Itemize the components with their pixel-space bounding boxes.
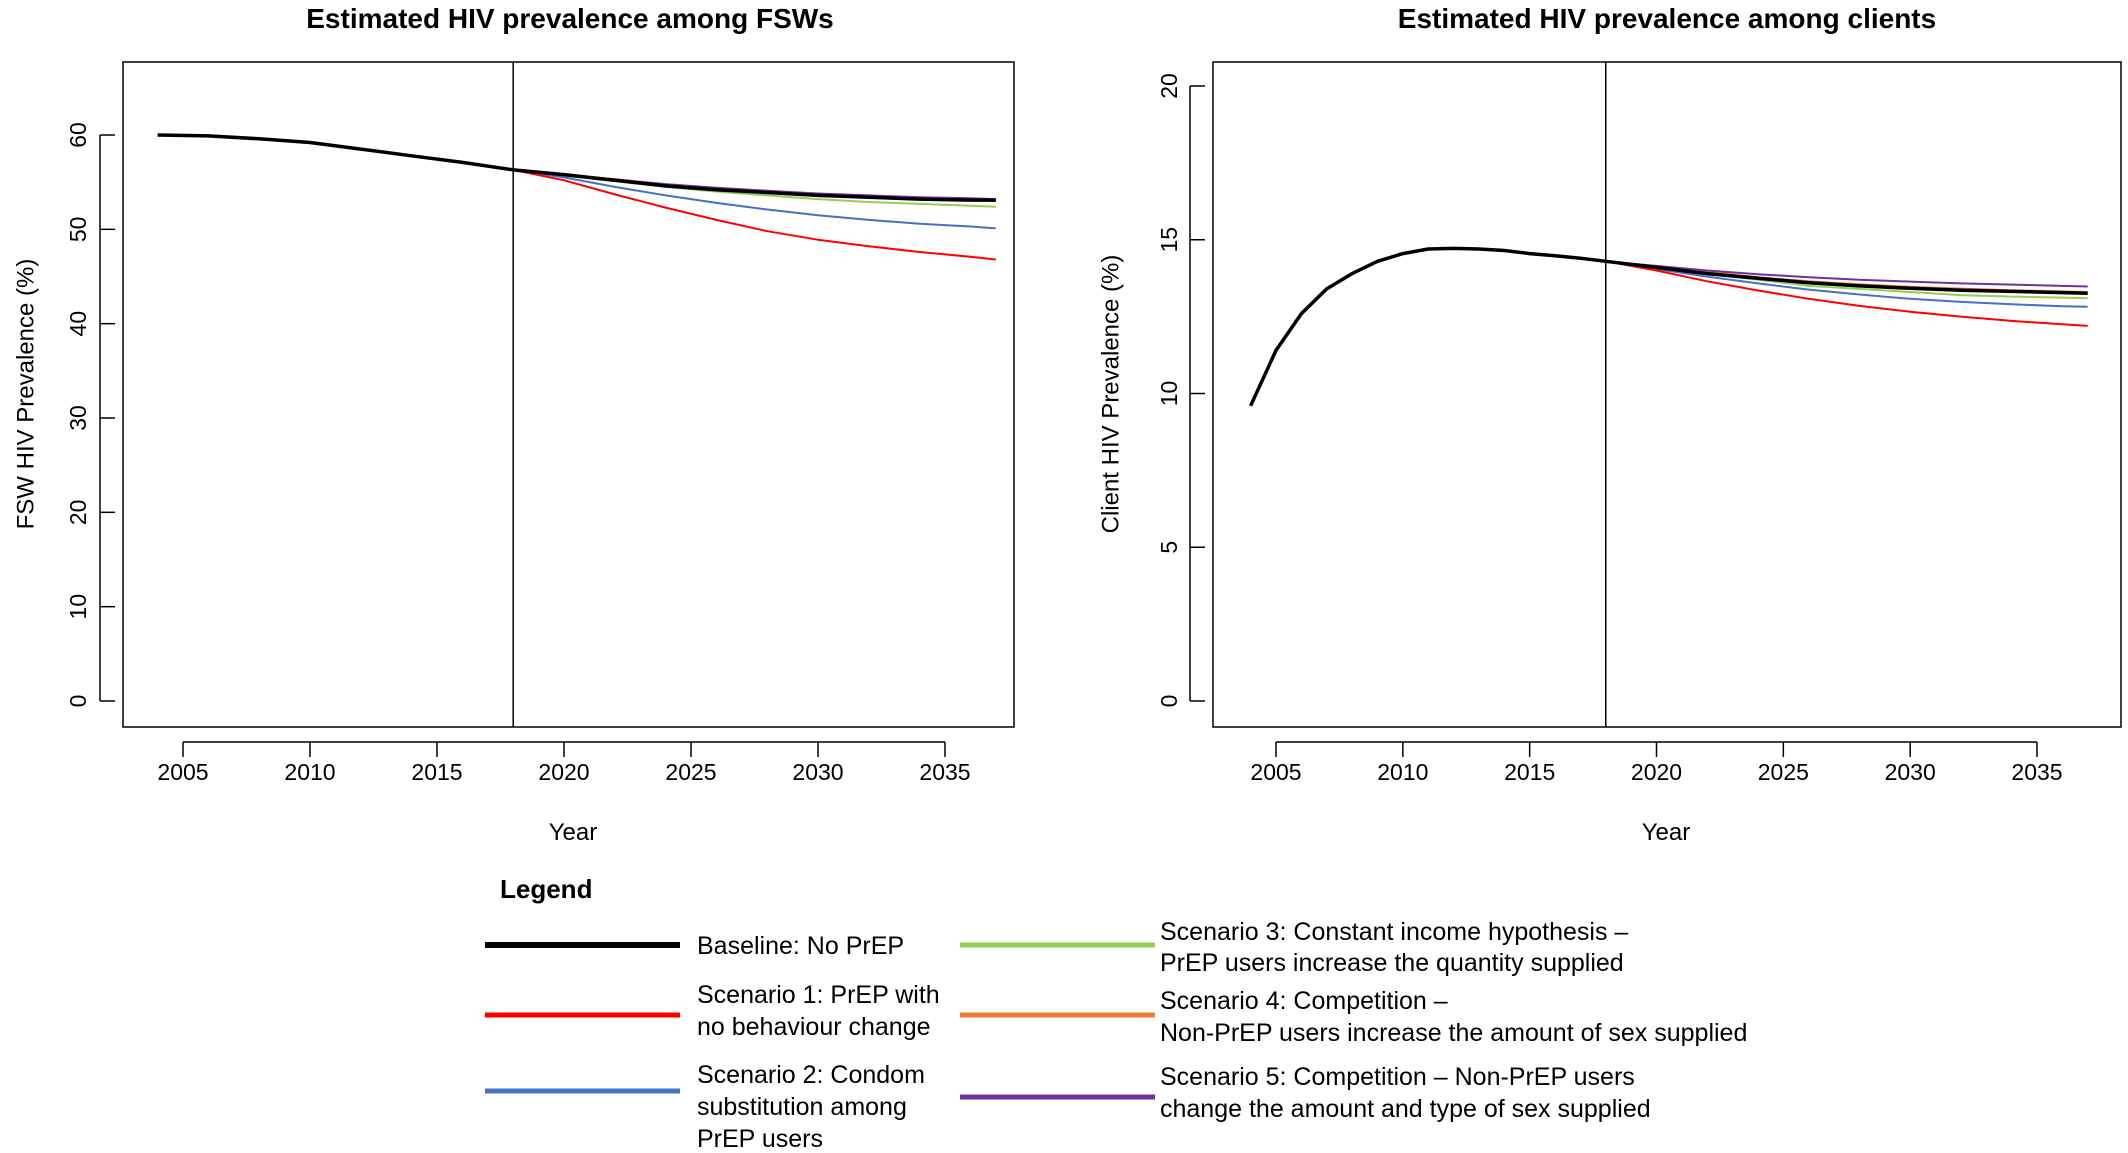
series-line-s2 [1605,260,2088,308]
series-line-s1 [512,168,996,261]
y-axis-label: FSW HIV Prevalence (%) [12,259,39,530]
y-tick-label: 10 [65,594,91,620]
x-axis-label: Year [549,819,598,846]
y-tick-label: 60 [65,122,91,148]
legend-label: PrEP users increase the quantity supplie… [1160,949,1624,977]
x-tick-label: 2010 [1377,759,1428,785]
y-tick-label: 0 [65,695,91,708]
chart-title: Estimated HIV prevalence among FSWs [306,3,834,34]
legend-entry-baseline: Baseline: No PrEP [485,932,904,960]
plot-frame [1212,61,2122,728]
chart-title: Estimated HIV prevalence among clients [1398,3,1936,34]
legend: Legend Baseline: No PrEP Scenario 1: PrEP … [485,874,1747,1153]
plot-frame [122,61,1015,728]
y-tick-label: 30 [65,405,91,431]
legend-label: PrEP users [697,1125,823,1153]
x-axis-label: Year [1642,819,1691,846]
legend-entry-s4: Scenario 4: Competition – Non-PrEP users … [960,987,1747,1047]
legend-label: Scenario 3: Constant income hypothesis – [1160,918,1628,946]
legend-entry-s5: Scenario 5: Competition – Non-PrEP users… [960,1063,1651,1123]
y-tick-label: 15 [1156,227,1182,253]
x-tick-label: 2015 [411,759,462,785]
legend-label: substitution among [697,1093,907,1121]
legend-label: Scenario 4: Competition – [1160,987,1448,1015]
chart-panel-1: Estimated HIV prevalence among FSWs 2005 2… [12,3,1015,846]
x-tick-label: 2020 [1631,759,1682,785]
y-tick-label: 0 [1156,695,1182,708]
x-tick-label: 2015 [1504,759,1555,785]
legend-entry-s2: Scenario 2: Condom substitution among PrEP… [485,1061,925,1153]
x-tick-label: 2025 [665,759,716,785]
y-tick-label: 20 [65,500,91,526]
series-line-baseline [1249,246,2088,407]
y-tick-label: 10 [1156,381,1182,407]
legend-label: no behaviour change [697,1013,931,1041]
y-tick-label: 5 [1156,541,1182,554]
legend-label: Scenario 5: Competition – Non-PrEP users [1160,1063,1635,1091]
y-tick-label: 40 [65,311,91,337]
x-tick-label: 2005 [1250,759,1301,785]
x-tick-label: 2025 [1758,759,1809,785]
x-tick-label: 2020 [538,759,589,785]
chart-panel-2: Estimated HIV prevalence among clients 20… [1097,3,2122,846]
legend-label: Baseline: No PrEP [697,932,904,960]
x-tick-label: 2035 [2011,759,2062,785]
legend-title: Legend [500,874,592,904]
series-line-baseline [157,133,996,202]
legend-label: Scenario 1: PrEP with [697,981,940,1009]
legend-label: Non-PrEP users increase the amount of se… [1160,1019,1747,1047]
x-tick-label: 2030 [1885,759,1936,785]
y-tick-label: 20 [1156,73,1182,99]
y-tick-label: 50 [65,217,91,243]
series-line-s5 [1605,260,2088,288]
legend-label: Scenario 2: Condom [697,1061,925,1089]
x-tick-label: 2030 [792,759,843,785]
y-axis-label: Client HIV Prevalence (%) [1097,255,1124,534]
legend-entry-s1: Scenario 1: PrEP with no behaviour change [485,981,940,1041]
x-tick-label: 2005 [157,759,208,785]
x-tick-label: 2010 [284,759,335,785]
x-tick-label: 2035 [919,759,970,785]
legend-label: change the amount and type of sex suppli… [1160,1095,1651,1123]
series-line-s1 [1605,260,2088,327]
series-line-s2 [513,168,996,230]
legend-entry-s3: Scenario 3: Constant income hypothesis –… [960,918,1628,977]
